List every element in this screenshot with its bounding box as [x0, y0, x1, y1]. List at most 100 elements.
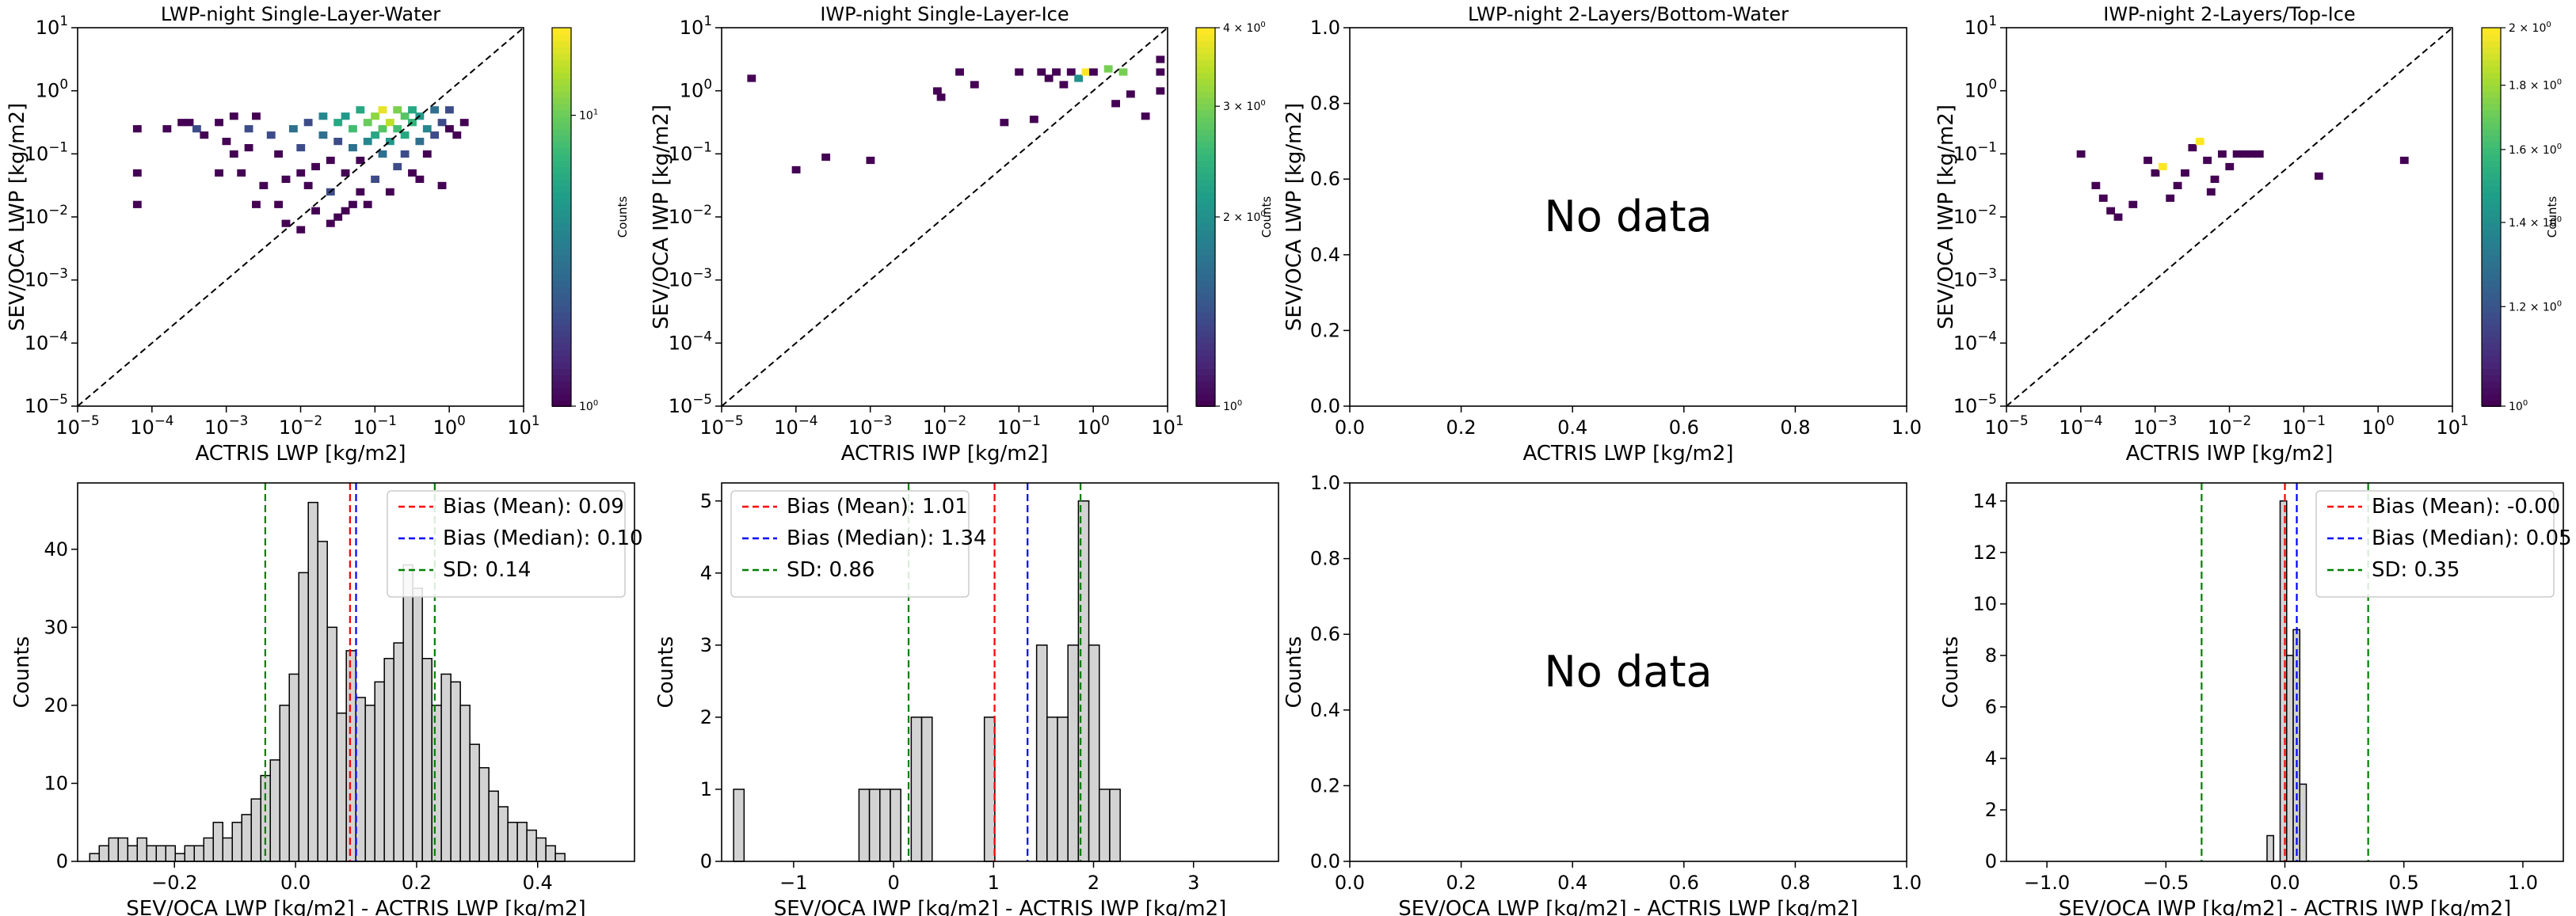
colorbar-segment: [2482, 381, 2501, 389]
y-tick-label: 0.0: [1310, 395, 1340, 417]
heatmap-cell: [2173, 181, 2182, 189]
histogram-bar: [336, 712, 347, 862]
heatmap-cell: [1059, 81, 1069, 89]
chart-title: LWP-night 2-Layers/Bottom-Water: [1468, 3, 1789, 25]
colorbar-segment: [2482, 217, 2501, 224]
heatmap-cell: [371, 112, 380, 120]
panel-p1: 10−5 10−4 10−3 10−2 10−1 100 101 10−5 10−4 10−3 10…: [6, 3, 630, 466]
heatmap-cell: [274, 150, 284, 158]
y-tick-label: 10−3: [1953, 265, 1997, 291]
colorbar-segment: [2482, 204, 2501, 212]
heatmap-cell: [244, 125, 253, 133]
colorbar-segment: [552, 40, 571, 48]
colorbar-segment: [552, 279, 571, 287]
colorbar-segment: [552, 324, 571, 332]
y-tick-label: 101: [36, 13, 68, 39]
y-tick-label: 0.2: [1310, 319, 1340, 341]
histogram-bar: [155, 845, 167, 862]
heatmap-cell: [356, 106, 365, 114]
legend-label: Bias (Median): 0.05: [2372, 526, 2572, 550]
histogram-bar: [231, 821, 242, 862]
colorbar-segment: [2482, 28, 2501, 35]
heatmap-cell: [385, 138, 394, 146]
colorbar-segment: [1196, 336, 1215, 344]
histogram-bar: [733, 789, 745, 862]
histogram-bar: [374, 681, 385, 862]
colorbar-segment: [1196, 179, 1215, 187]
y-axis-label: SEV/OCA LWP [kg/m2]: [1282, 103, 1306, 331]
heatmap-cell: [400, 150, 410, 158]
x-axis-label: SEV/OCA LWP [kg/m2] - ACTRIS LWP [kg/m2]: [1398, 897, 1858, 916]
heatmap-cell: [2106, 207, 2116, 215]
colorbar-segment: [552, 128, 571, 136]
colorbar-segment: [1196, 292, 1215, 300]
heatmap-cell: [1037, 68, 1046, 76]
histogram-bar: [402, 564, 413, 862]
heatmap-cell: [162, 125, 172, 133]
histogram-bar: [516, 821, 528, 862]
heatmap-cell: [2113, 213, 2123, 221]
histogram-bar: [526, 829, 537, 862]
legend-label: SD: 0.35: [2372, 558, 2460, 582]
heatmap-cell: [192, 125, 201, 133]
panel-p7: 0.0 0.2 0.4 0.6 0.8 1.0 0.0 0.2 0.4 0.6 0.8 1.0 SEV/…: [1282, 472, 1922, 916]
colorbar-tick-label: 3 × 100: [1223, 99, 1266, 113]
heatmap-cell: [371, 131, 380, 139]
heatmap-cell: [303, 119, 313, 127]
colorbar-segment: [1196, 71, 1215, 79]
colorbar-segment: [1196, 84, 1215, 92]
histogram-bar: [383, 658, 394, 862]
heatmap-cell: [400, 112, 410, 120]
x-tick-label: 10−3: [2133, 412, 2177, 439]
colorbar-segment: [2482, 298, 2501, 306]
colorbar-segment: [1196, 381, 1215, 389]
y-tick-label: 101: [1964, 13, 1997, 39]
histogram-bar: [393, 642, 404, 862]
colorbar-segment: [2482, 154, 2501, 162]
heatmap-cell: [970, 81, 979, 89]
y-tick-label: 8: [1985, 644, 1997, 667]
y-tick-label: 10−5: [669, 391, 712, 417]
colorbar-segment: [1196, 154, 1215, 162]
heatmap-cell: [132, 200, 142, 208]
colorbar-segment: [2482, 374, 2501, 382]
histogram-bar: [497, 806, 509, 862]
heatmap-cell: [274, 200, 284, 208]
x-tick-label: 1.0: [2508, 872, 2538, 894]
heatmap-cell: [2158, 162, 2167, 171]
colorbar-segment: [552, 103, 571, 111]
colorbar-segment: [1196, 211, 1215, 218]
x-axis-label: ACTRIS IWP [kg/m2]: [841, 442, 1049, 466]
histogram-bar: [1046, 716, 1058, 862]
heatmap-cell: [2314, 172, 2323, 181]
colorbar-segment: [2482, 52, 2501, 60]
x-axis-label: ACTRIS IWP [kg/m2]: [2126, 442, 2334, 466]
colorbar-segment: [2482, 229, 2501, 237]
heatmap-cell: [2210, 175, 2220, 184]
colorbar-segment: [552, 311, 571, 319]
legend-box: [730, 490, 970, 598]
heatmap-cell: [1141, 112, 1150, 120]
heatmap-cell: [1103, 65, 1113, 73]
heatmap-cell: [222, 138, 231, 146]
x-tick-label: 10−4: [774, 412, 817, 439]
legend-box: [387, 490, 626, 598]
colorbar-segment: [2482, 368, 2501, 376]
x-tick-label: 10−4: [130, 412, 173, 439]
colorbar-segment: [1196, 260, 1215, 268]
colorbar-segment: [1196, 235, 1215, 243]
colorbar-segment: [2482, 46, 2501, 54]
y-tick-label: 10−1: [669, 139, 712, 165]
panel-p5: −0.2 0.0 0.2 0.4 0 10 20 30 40 SEV/OCA LWP [kg/m2…: [10, 482, 643, 916]
histogram-bar: [554, 853, 566, 862]
x-tick-label: 101: [2436, 412, 2468, 439]
axes-frame: [1349, 482, 1907, 862]
x-tick-label: −1.0: [2024, 872, 2070, 894]
x-axis-label: SEV/OCA LWP [kg/m2] - ACTRIS LWP [kg/m2]: [126, 897, 585, 916]
y-tick-label: 10−1: [1953, 139, 1997, 165]
colorbar-segment: [2482, 173, 2501, 181]
colorbar-segment: [552, 387, 571, 395]
heatmap-cell: [415, 175, 425, 184]
y-tick-label: 10−2: [669, 202, 712, 228]
histogram-bar: [127, 845, 139, 862]
